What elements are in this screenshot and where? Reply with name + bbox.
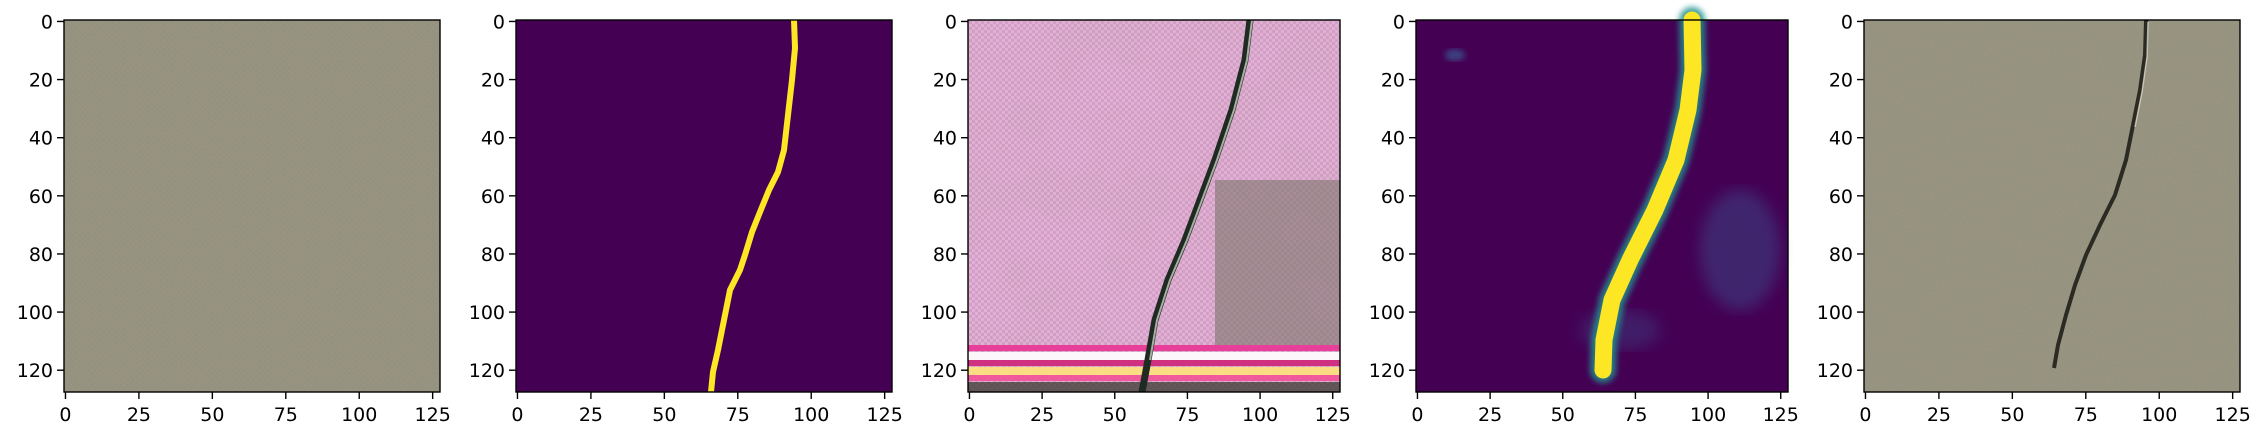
x-tick-label: 50 — [1551, 404, 1575, 426]
x-tick-label: 100 — [341, 404, 377, 426]
y-tick-label: 120 — [469, 360, 505, 382]
y-tick-label: 80 — [1381, 244, 1405, 266]
y-tick-label: 120 — [1817, 360, 1853, 382]
x-tick-label: 75 — [726, 404, 750, 426]
panel-overlay-image — [1864, 19, 2240, 392]
axes-ground-truth-mask: 0 25 50 75 100 125 0 20 40 60 80 100 120 — [469, 11, 903, 426]
y-tick-label: 100 — [1817, 302, 1853, 324]
y-tick-label: 100 — [469, 302, 505, 324]
x-tick-label: 25 — [127, 404, 151, 426]
ground-truth-crack-line — [708, 19, 799, 393]
y-tick-label: 80 — [481, 244, 505, 266]
x-tick-label: 0 — [59, 404, 71, 426]
y-tick-label: 100 — [17, 302, 53, 324]
y-tick-label: 60 — [1381, 186, 1405, 208]
x-tick-label: 75 — [1623, 404, 1647, 426]
x-tick-label: 0 — [511, 404, 523, 426]
axes-predicted-mask: 0 25 50 75 100 125 0 20 40 60 80 100 120 — [1369, 11, 1799, 426]
x-tick-label: 50 — [2000, 404, 2024, 426]
y-tick-label: 20 — [933, 70, 957, 92]
axis-frame — [1863, 19, 2241, 393]
y-tick-label: 80 — [933, 244, 957, 266]
axes-overlay-image: 0 25 50 75 100 125 0 20 40 60 80 100 120 — [1817, 11, 2251, 426]
x-tick-label: 0 — [963, 404, 975, 426]
axis-frame — [1415, 19, 1789, 393]
y-tick-label: 60 — [933, 186, 957, 208]
x-tick-label: 100 — [2141, 404, 2177, 426]
y-tick-label: 60 — [29, 186, 53, 208]
y-tick-label: 120 — [17, 360, 53, 382]
x-tick-label: 75 — [2074, 404, 2098, 426]
panel-ground-truth-mask — [516, 19, 892, 393]
panel-predicted-mask — [1416, 7, 1788, 392]
x-tick-label: 25 — [1030, 404, 1054, 426]
overlay-crack — [2052, 19, 2148, 369]
x-tick-label: 75 — [1175, 404, 1199, 426]
x-tick-label: 25 — [1927, 404, 1951, 426]
axes-layer: 0 25 50 75 100 125 0 20 40 60 80 100 120 0 25 50 75 100 12… — [17, 11, 2251, 426]
y-tick-label: 0 — [945, 11, 957, 33]
y-tick-label: 0 — [493, 11, 505, 33]
y-tick-label: 0 — [41, 11, 53, 33]
y-tick-label: 20 — [29, 70, 53, 92]
y-tick-label: 60 — [481, 186, 505, 208]
y-tick-label: 20 — [481, 70, 505, 92]
x-tick-label: 0 — [1411, 404, 1423, 426]
y-tick-label: 0 — [1841, 11, 1853, 33]
axis-frame — [515, 19, 893, 393]
ground-truth-mask-background — [516, 20, 892, 392]
y-tick-label: 40 — [933, 128, 957, 150]
y-tick-label: 0 — [1393, 11, 1405, 33]
x-tick-label: 125 — [1763, 404, 1799, 426]
y-tick-label: 100 — [921, 302, 957, 324]
y-tick-label: 20 — [1381, 70, 1405, 92]
x-tick-label: 100 — [793, 404, 829, 426]
axes-generated-image: 0 25 50 75 100 125 0 20 40 60 80 100 120 — [921, 11, 1351, 426]
axis-frame — [63, 19, 441, 393]
x-tick-label: 100 — [1690, 404, 1726, 426]
y-tick-label: 120 — [921, 360, 957, 382]
x-tick-label: 50 — [1103, 404, 1127, 426]
x-tick-label: 100 — [1242, 404, 1278, 426]
y-tick-label: 40 — [481, 128, 505, 150]
panel-input-image — [64, 20, 440, 392]
x-tick-label: 0 — [1859, 404, 1871, 426]
axes-input-image: 0 25 50 75 100 125 0 20 40 60 80 100 120 — [17, 11, 451, 426]
x-tick-label: 75 — [274, 404, 298, 426]
overlay-image — [1864, 20, 2240, 392]
predicted-crack — [1594, 11, 1702, 379]
y-tick-label: 100 — [1369, 302, 1405, 324]
x-tick-label: 25 — [579, 404, 603, 426]
y-tick-label: 40 — [29, 128, 53, 150]
x-tick-label: 125 — [867, 404, 903, 426]
x-tick-label: 25 — [1478, 404, 1502, 426]
y-tick-label: 40 — [1829, 128, 1853, 150]
y-tick-label: 80 — [1829, 244, 1853, 266]
x-tick-label: 50 — [652, 404, 676, 426]
x-tick-label: 125 — [2215, 404, 2251, 426]
y-tick-label: 20 — [1829, 70, 1853, 92]
y-tick-label: 60 — [1829, 186, 1853, 208]
panel-generated-image — [968, 19, 1340, 393]
x-tick-label: 125 — [1315, 404, 1351, 426]
axis-frame — [967, 19, 1341, 393]
y-tick-label: 40 — [1381, 128, 1405, 150]
generated-crack — [1138, 19, 1254, 393]
y-tick-label: 80 — [29, 244, 53, 266]
x-tick-label: 50 — [200, 404, 224, 426]
y-tick-label: 120 — [1369, 360, 1405, 382]
x-tick-label: 125 — [415, 404, 451, 426]
